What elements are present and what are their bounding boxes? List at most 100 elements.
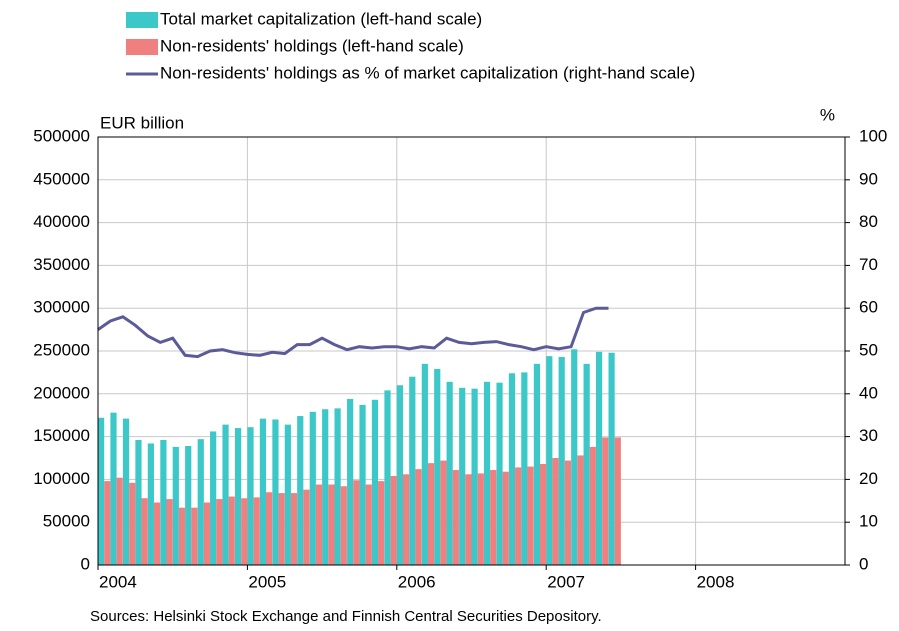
bar xyxy=(228,496,235,565)
bar xyxy=(440,460,447,565)
bar xyxy=(172,446,179,565)
bar xyxy=(589,446,596,565)
bar xyxy=(409,376,416,565)
bar xyxy=(141,498,148,565)
bar xyxy=(452,469,459,565)
bar xyxy=(210,431,217,565)
legend-swatch xyxy=(126,39,158,55)
bar xyxy=(396,385,404,565)
x-tick-label: 2004 xyxy=(99,572,137,591)
bar xyxy=(153,502,161,565)
y-tick-label: 250000 xyxy=(33,340,90,359)
bar xyxy=(98,417,105,565)
bar xyxy=(384,390,391,565)
y2-tick-label: 30 xyxy=(859,426,878,445)
bar xyxy=(365,484,372,565)
x-tick-label: 2007 xyxy=(547,572,585,591)
y-tick-label: 50000 xyxy=(43,512,90,531)
bar xyxy=(222,424,229,565)
bar xyxy=(147,443,154,565)
bar xyxy=(259,418,267,565)
y2-tick-label: 70 xyxy=(859,255,878,274)
bar xyxy=(284,424,291,565)
bar xyxy=(309,411,316,565)
bar xyxy=(577,455,584,565)
bar xyxy=(421,363,428,565)
bar xyxy=(328,484,335,565)
bar xyxy=(203,502,211,565)
y-tick-label: 200000 xyxy=(33,383,90,402)
bar xyxy=(334,408,341,565)
bar xyxy=(490,469,497,565)
line-series xyxy=(97,306,609,359)
bar xyxy=(340,486,347,565)
bar xyxy=(515,467,522,565)
bar xyxy=(247,427,254,565)
bar xyxy=(465,474,472,565)
bar xyxy=(539,463,547,565)
bar xyxy=(595,351,603,565)
bar xyxy=(546,356,553,565)
bar xyxy=(477,473,484,565)
bar xyxy=(558,356,565,565)
bar xyxy=(216,499,223,565)
bar xyxy=(160,440,167,565)
bar xyxy=(459,387,466,565)
y-tick-label: 0 xyxy=(81,554,90,573)
bar xyxy=(290,493,298,565)
bar xyxy=(272,419,279,565)
y2-axis-label: % xyxy=(820,105,835,124)
legend-label: Non-residents' holdings (left-hand scale… xyxy=(160,36,464,55)
bar xyxy=(197,439,204,565)
x-tick-label: 2006 xyxy=(398,572,436,591)
y-tick-label: 450000 xyxy=(33,169,90,188)
bar xyxy=(371,399,379,565)
y-tick-label: 300000 xyxy=(33,298,90,317)
bar xyxy=(191,507,198,565)
y-tick-label: 150000 xyxy=(33,426,90,445)
bar xyxy=(241,498,248,565)
bar xyxy=(608,352,615,565)
bar xyxy=(564,460,572,565)
bar xyxy=(390,475,397,565)
x-tick-label: 2008 xyxy=(697,572,735,591)
bar xyxy=(135,440,142,565)
bar xyxy=(614,437,621,565)
legend-swatch xyxy=(126,12,158,28)
bar xyxy=(104,481,111,565)
y2-tick-label: 0 xyxy=(859,554,868,573)
y2-tick-label: 50 xyxy=(859,340,878,359)
bar xyxy=(446,381,453,565)
bar xyxy=(552,458,559,565)
bar xyxy=(359,404,366,565)
y-tick-label: 500000 xyxy=(33,126,90,145)
y-tick-label: 100000 xyxy=(33,469,90,488)
bar xyxy=(303,489,310,565)
y2-tick-label: 100 xyxy=(859,126,887,145)
bar xyxy=(496,382,503,565)
bar xyxy=(533,363,540,565)
y2-tick-label: 20 xyxy=(859,469,878,488)
y2-tick-label: 40 xyxy=(859,383,878,402)
bar xyxy=(110,412,117,565)
y2-tick-label: 90 xyxy=(859,169,878,188)
bar xyxy=(185,446,192,565)
bar xyxy=(266,492,273,565)
bar xyxy=(508,373,516,565)
bar xyxy=(353,480,360,565)
bar xyxy=(427,463,435,565)
x-tick-label: 2005 xyxy=(248,572,286,591)
bar xyxy=(471,388,478,565)
bar xyxy=(347,398,354,565)
bar xyxy=(571,349,578,565)
legend-label: Non-residents' holdings as % of market c… xyxy=(160,63,695,82)
y-tick-label: 350000 xyxy=(33,255,90,274)
plot-frame xyxy=(97,136,846,566)
bar xyxy=(178,507,186,565)
bar xyxy=(278,493,285,565)
bar xyxy=(129,482,136,565)
bar xyxy=(297,416,304,565)
y2-tick-label: 80 xyxy=(859,212,878,231)
